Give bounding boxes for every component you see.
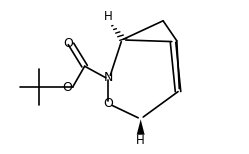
Polygon shape	[137, 119, 145, 135]
Text: H: H	[104, 10, 113, 23]
Text: O: O	[63, 37, 73, 50]
Text: O: O	[103, 97, 113, 110]
Text: N: N	[104, 71, 113, 84]
Text: H: H	[136, 134, 145, 147]
Text: O: O	[62, 81, 72, 93]
